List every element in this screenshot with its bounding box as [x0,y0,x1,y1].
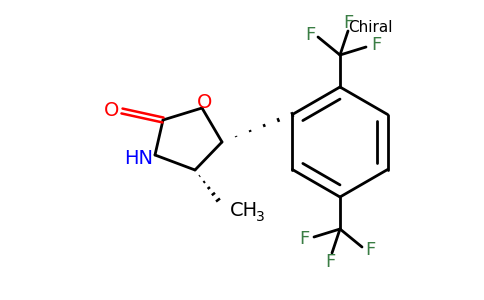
Text: CH: CH [230,200,258,220]
Text: O: O [105,101,120,121]
Text: F: F [365,241,375,259]
Text: F: F [371,36,381,54]
Text: Chiral: Chiral [348,20,392,35]
Text: F: F [305,26,315,44]
Text: 3: 3 [256,210,265,224]
Text: F: F [325,253,335,271]
Text: F: F [343,14,353,32]
Text: F: F [299,230,309,248]
Text: HN: HN [124,148,153,167]
Text: O: O [197,92,212,112]
